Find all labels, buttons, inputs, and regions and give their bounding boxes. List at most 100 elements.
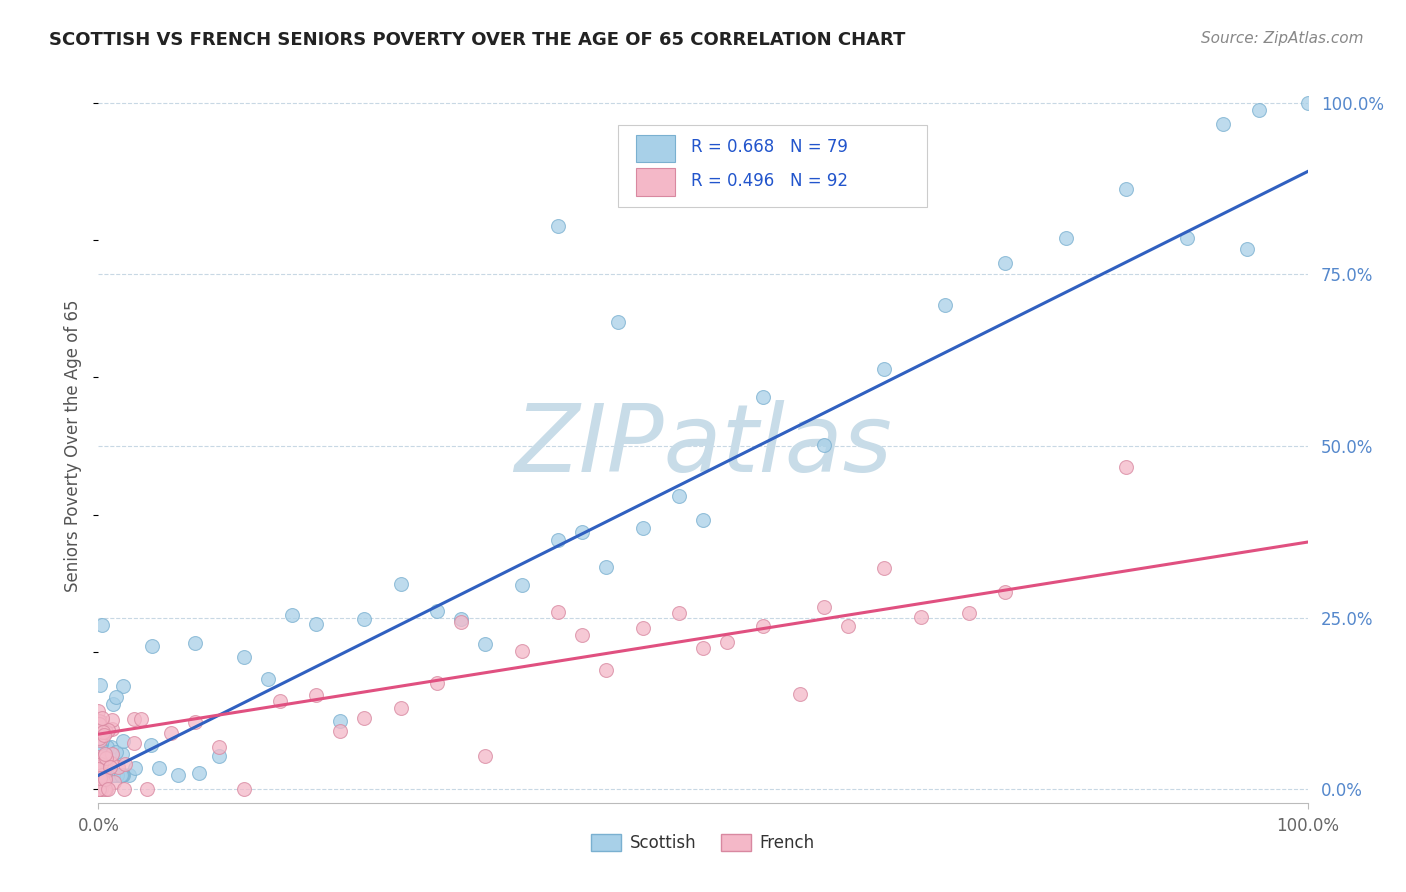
Point [89,772,111,786]
Point [184,714,207,729]
Point [87,750,110,764]
Point [716,635,738,649]
Point [148,762,170,776]
Point [97,723,120,738]
Point [89,747,111,761]
Point [90,752,112,766]
Point [1236,242,1258,256]
Point [91,754,114,768]
Point [90,737,112,751]
Point [96,740,118,755]
Point [269,694,291,708]
Point [101,713,124,727]
Point [124,761,146,775]
Point [1212,116,1234,130]
FancyBboxPatch shape [619,125,927,207]
Point [90,768,112,782]
Point [305,617,328,632]
Point [668,489,690,503]
Point [91,714,114,729]
Point [329,714,352,728]
Point [668,606,690,620]
Point [124,712,146,726]
Point [450,615,472,629]
Point [90,756,112,771]
Point [89,741,111,756]
Point [910,610,932,624]
Legend: Scottish, French: Scottish, French [585,827,821,859]
Point [87,782,110,797]
Point [547,219,569,234]
Point [631,521,654,535]
Point [187,765,209,780]
Point [305,689,328,703]
Point [813,438,835,452]
Text: R = 0.668   N = 79: R = 0.668 N = 79 [690,138,848,156]
Point [994,256,1017,270]
Point [160,725,183,739]
Point [1296,95,1319,110]
Text: Source: ZipAtlas.com: Source: ZipAtlas.com [1201,31,1364,46]
Point [934,298,956,312]
Point [100,723,122,737]
Point [474,637,496,651]
Bar [637,135,675,162]
Point [87,715,110,730]
Point [89,733,111,747]
Point [111,768,134,782]
Point [97,782,120,797]
Point [111,768,134,782]
Point [692,641,714,656]
Point [96,751,118,765]
Point [114,757,136,772]
Point [103,775,125,789]
Point [89,772,111,786]
Point [474,748,496,763]
Point [87,716,110,731]
Point [87,731,110,746]
Point [87,720,110,734]
Point [87,704,110,718]
Point [1054,231,1077,245]
Point [112,782,135,797]
Point [139,738,162,752]
Point [89,760,111,774]
Point [87,762,110,776]
Point [510,644,533,658]
Point [96,768,118,782]
Point [135,782,157,797]
Point [110,768,132,782]
Point [571,524,593,539]
Point [389,700,412,714]
Point [111,733,134,747]
Point [813,600,835,615]
Point [837,619,859,633]
Point [994,585,1017,599]
Point [1115,459,1137,474]
Point [789,687,811,701]
Point [91,725,114,739]
Point [547,533,569,547]
Point [96,782,118,797]
Point [89,782,111,797]
Point [94,782,117,797]
Point [105,768,128,782]
Point [94,725,117,739]
Point [122,735,145,749]
Point [752,618,775,632]
Point [87,762,110,776]
Point [94,772,117,787]
Point [93,729,115,743]
Point [752,390,775,404]
Point [1115,182,1137,196]
Point [90,768,112,782]
Point [104,768,127,782]
Point [353,711,375,725]
Point [89,678,111,692]
Point [167,768,190,782]
Point [90,768,112,782]
Point [87,753,110,767]
Point [87,768,110,782]
Point [426,675,449,690]
Point [101,768,124,782]
